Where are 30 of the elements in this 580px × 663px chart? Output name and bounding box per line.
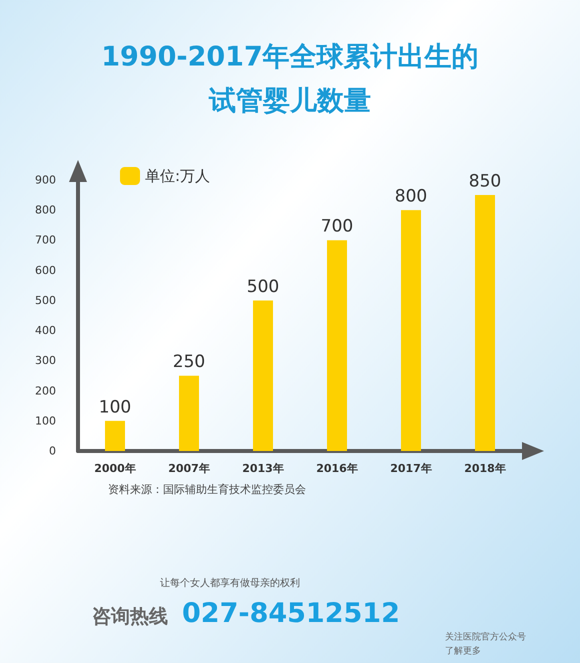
x-tick-label: 2000年 (94, 462, 136, 475)
y-tick-label: 500 (35, 294, 56, 307)
y-tick-label: 400 (35, 324, 56, 338)
text: 了解更多 (445, 646, 481, 656)
chart-title: 1990-2017年全球累计出生的试管婴儿数量 (101, 42, 479, 116)
text: 关注医院官方公众号 (445, 632, 526, 642)
data-label: 700 (320, 216, 354, 237)
y-tick-label: 200 (35, 384, 56, 398)
y-tick-label: 700 (35, 234, 56, 247)
data-label: 500 (246, 276, 280, 297)
text: 资料来源：国际辅助生育技术监控委员会 (108, 483, 306, 496)
y-tick-label: 800 (35, 204, 56, 217)
y-tick-label: 900 (35, 174, 56, 186)
data-label: 250 (172, 352, 206, 372)
x-tick-label: 2016年 (316, 462, 358, 475)
text: 让每个女人都享有做母亲的权利 (160, 577, 300, 589)
y-tick-label: 300 (35, 354, 56, 368)
y-tick-label: 0 (49, 444, 56, 458)
legend-label: 单位:万人 (145, 167, 210, 185)
x-tick-label: 2018年 (464, 462, 506, 475)
x-tick-label: 2013年 (242, 462, 284, 475)
y-tick-label: 100 (35, 414, 56, 428)
y-tick-label: 600 (35, 264, 56, 277)
data-label: 850 (468, 172, 502, 192)
text: 咨询热线 (92, 606, 168, 628)
x-tick-label: 2007年 (168, 462, 210, 475)
x-tick-label: 2017年 (390, 462, 432, 475)
data-label: 800 (394, 186, 428, 207)
data-label: 100 (98, 397, 132, 418)
text: 027-84512512 (182, 598, 400, 629)
